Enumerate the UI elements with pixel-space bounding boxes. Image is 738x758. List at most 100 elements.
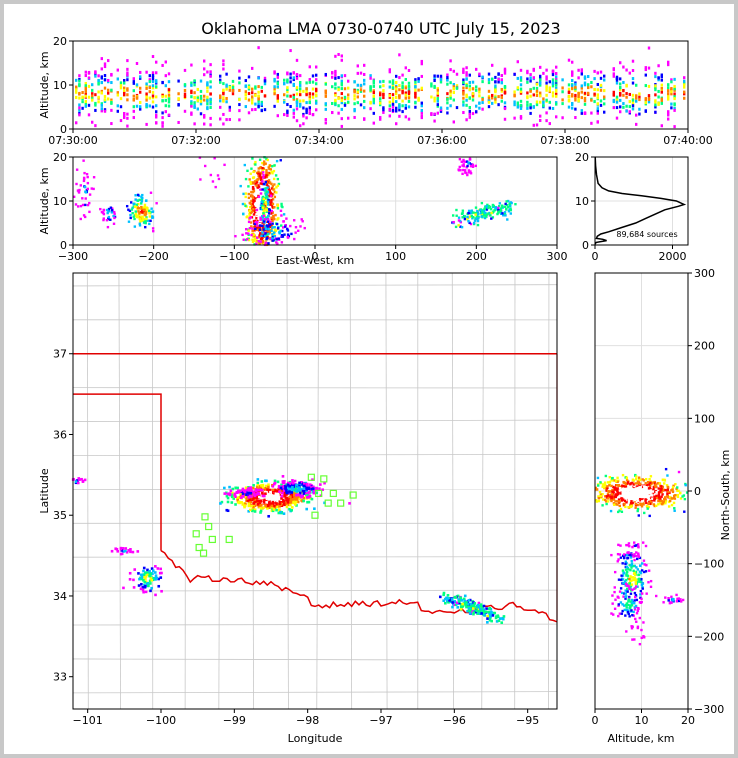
- east-west-source: [138, 212, 141, 215]
- time-height-source: [395, 96, 398, 100]
- map-source: [234, 486, 237, 490]
- north-south-source: [628, 595, 631, 599]
- time-height-source: [302, 112, 305, 116]
- north-south-source: [634, 488, 638, 492]
- time-height-source: [635, 94, 638, 98]
- time-height-source: [84, 104, 87, 108]
- time-height-source: [647, 46, 651, 50]
- time-height-source: [638, 95, 641, 99]
- east-west-source: [463, 169, 467, 172]
- east-west-source: [503, 205, 507, 208]
- time-height-source: [254, 85, 257, 89]
- time-height-source: [292, 95, 295, 99]
- north-south-source: [672, 484, 675, 488]
- time-height-source: [446, 78, 449, 82]
- time-height-source: [535, 86, 539, 90]
- north-south-source: [613, 570, 617, 574]
- time-height-source: [468, 106, 471, 110]
- east-west-source: [474, 211, 477, 215]
- east-west-source: [457, 168, 460, 171]
- time-height-source: [468, 84, 471, 88]
- map-source: [260, 480, 264, 483]
- map-source: [233, 493, 236, 497]
- time-height-source: [103, 94, 107, 98]
- time-height-source: [78, 108, 81, 112]
- east-west-source: [271, 198, 275, 201]
- map-source: [238, 496, 242, 499]
- map-source: [475, 609, 479, 612]
- time-height-source: [305, 81, 308, 85]
- north-south-source: [655, 491, 658, 494]
- north-south-source: [637, 514, 641, 517]
- map-source: [496, 614, 500, 617]
- time-height-source: [571, 86, 574, 90]
- north-south-source: [642, 491, 645, 495]
- map-source: [260, 503, 263, 507]
- time-height-source: [164, 74, 167, 78]
- map-source: [444, 597, 447, 601]
- east-west-source: [216, 174, 220, 177]
- east-west-source: [266, 220, 270, 223]
- time-height-source: [167, 100, 171, 104]
- east-west-source: [273, 228, 277, 232]
- north-south-source: [626, 485, 629, 488]
- north-south-source: [614, 500, 617, 503]
- east-west-source: [271, 205, 275, 209]
- north-south-source: [632, 578, 635, 582]
- map-source: [293, 487, 297, 491]
- east-west-source: [252, 219, 256, 223]
- time-height-source: [660, 97, 663, 101]
- time-height-source: [244, 79, 247, 83]
- east-west-source: [247, 233, 250, 237]
- time-height-source: [571, 101, 574, 105]
- map-source: [132, 578, 135, 582]
- time-height-source: [407, 92, 411, 96]
- map-source: [298, 484, 301, 488]
- time-height-source: [238, 103, 241, 107]
- east-west-source: [274, 174, 278, 177]
- east-west-source: [251, 227, 254, 230]
- east-west-source: [257, 226, 260, 229]
- north-south-source: [649, 484, 652, 488]
- east-west-source: [255, 192, 258, 195]
- north-south-source: [617, 510, 620, 514]
- time-height-source: [516, 60, 519, 64]
- north-south-source: [636, 568, 640, 571]
- time-height-source: [334, 71, 337, 75]
- time-height-source: [209, 102, 212, 106]
- time-height-source: [151, 73, 155, 77]
- time-height-source: [225, 118, 228, 122]
- east-west-source: [258, 228, 262, 231]
- time-height-source: [539, 91, 542, 95]
- map-source: [266, 504, 270, 508]
- map-source: [236, 496, 239, 500]
- north-south-source: [611, 496, 614, 499]
- time-height-source: [635, 83, 638, 87]
- time-height-source: [119, 86, 123, 90]
- time-height-source: [206, 70, 209, 74]
- north-south-source: [626, 590, 629, 593]
- time-height-source: [302, 106, 305, 110]
- east-west-source: [468, 211, 472, 215]
- map-source: [305, 488, 309, 491]
- time-height-source: [398, 108, 401, 112]
- time-height-source: [363, 63, 366, 67]
- time-height-source: [263, 76, 267, 80]
- map-source: [448, 599, 451, 602]
- time-height-source: [334, 73, 337, 77]
- east-west-source: [294, 226, 298, 229]
- east-west-source: [460, 160, 463, 163]
- time-height-source: [475, 110, 478, 114]
- north-south-source: [630, 490, 634, 494]
- county-line: [72, 556, 558, 558]
- north-south-source: [616, 503, 619, 506]
- east-west-source: [479, 211, 483, 215]
- east-west-source: [255, 211, 258, 214]
- time-height-source: [478, 90, 481, 94]
- time-height-source: [683, 79, 686, 83]
- time-height-source: [574, 95, 577, 99]
- east-west-source: [467, 211, 470, 215]
- map-source: [223, 486, 226, 490]
- time-height-source: [331, 101, 334, 105]
- time-height-source: [468, 73, 471, 77]
